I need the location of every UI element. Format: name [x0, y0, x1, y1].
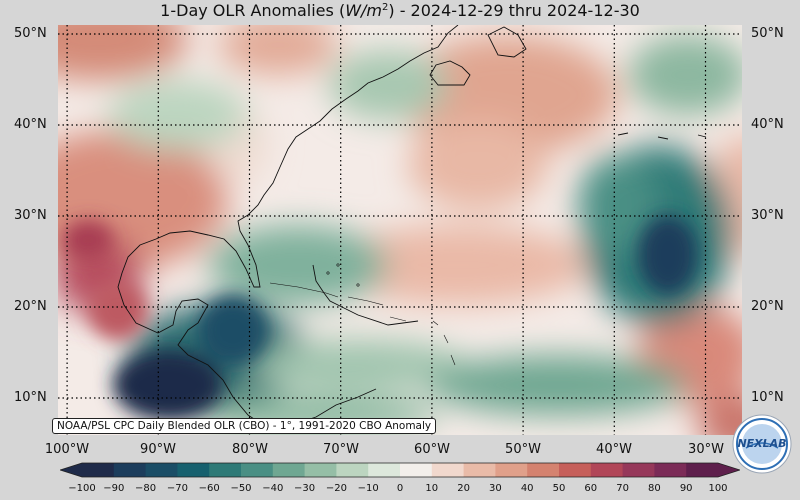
graticule	[58, 25, 742, 435]
colorbar-segment	[177, 463, 210, 477]
lat-label-left-20n: 20°N	[14, 299, 47, 314]
lon-label-90w: 90°W	[140, 442, 176, 457]
lat-label-right-20n: 20°N	[751, 299, 784, 314]
colorbar-segment	[304, 463, 337, 477]
colorbar-segment	[686, 463, 719, 477]
title-unit: W/m	[345, 1, 382, 20]
orbit-icon	[745, 442, 779, 449]
data-source-note: NOAA/PSL CPC Daily Blended OLR (CBO) - 1…	[52, 418, 437, 434]
colorbar-segment	[82, 463, 115, 477]
lat-label-left-10n: 10°N	[14, 390, 47, 405]
colorbar-tick-label: −10	[357, 483, 379, 494]
colorbar-tick-label: 100	[708, 483, 728, 494]
colorbar-segment	[431, 463, 465, 477]
colorbar-segment	[368, 463, 401, 477]
anomaly-cores	[63, 215, 698, 420]
lat-label-right-30n: 30°N	[751, 208, 784, 223]
colorbar-tick-label: 20	[457, 483, 470, 494]
colorbar-segment	[272, 463, 306, 477]
nexlab-logo: NEXLAB	[732, 414, 792, 474]
title-date-range: ) - 2024-12-29 thru 2024-12-30	[388, 1, 640, 20]
colorbar-segment	[209, 463, 242, 477]
lat-label-left-50n: 50°N	[14, 26, 47, 41]
colorbar-tick-label: 30	[489, 483, 502, 494]
colorbar-segment	[527, 463, 560, 477]
colorbar-segment	[336, 463, 369, 477]
lon-label-70w: 70°W	[323, 442, 359, 457]
map-canvas	[58, 25, 742, 435]
colorbar-tick-label: −50	[230, 483, 252, 494]
colorbar-tick-label: −40	[262, 483, 284, 494]
lat-label-left-30n: 30°N	[14, 208, 47, 223]
colorbar-outline	[60, 462, 740, 478]
islands	[269, 263, 456, 366]
colorbar-tick-label: 60	[584, 483, 598, 494]
lon-label-80w: 80°W	[232, 442, 268, 457]
map-title: 1-Day OLR Anomalies (W/m2) - 2024-12-29 …	[0, 1, 800, 20]
colorbar-tick-label: −70	[166, 483, 188, 494]
colorbar	[60, 462, 740, 478]
lon-label-60w: 60°W	[414, 442, 450, 457]
lat-label-left-40n: 40°N	[14, 117, 47, 132]
colorbar-min-arrow	[60, 463, 82, 477]
lat-label-right-50n: 50°N	[751, 26, 784, 41]
logo-text: NEXLAB	[737, 437, 786, 450]
olr-anomaly-map	[58, 25, 742, 435]
colorbar-segment	[559, 463, 592, 477]
colorbar-segment	[241, 463, 274, 477]
lon-label-50w: 50°W	[505, 442, 541, 457]
colorbar-segment	[463, 463, 496, 477]
title-unit-exponent: 2	[381, 2, 389, 13]
colorbar-segment	[400, 463, 433, 477]
colorbar-tick-label: −100	[68, 483, 96, 494]
colorbar-tick-label: 50	[552, 483, 566, 494]
colorbar-segment	[622, 463, 655, 477]
colorbar-segments	[82, 463, 719, 477]
colorbar-segment	[145, 463, 178, 477]
colorbar-tick-label: −60	[198, 483, 220, 494]
coastlines	[117, 25, 707, 431]
logo-inner-ring	[736, 418, 788, 470]
colorbar-tick-label: 80	[648, 483, 661, 494]
colorbar-tick-label: 90	[679, 483, 693, 494]
colorbar-max-arrow	[718, 463, 740, 477]
lat-label-right-10n: 10°N	[751, 390, 784, 405]
colorbar-tick-label: −20	[325, 483, 347, 494]
colorbar-tick-label: −30	[294, 483, 316, 494]
lat-label-right-40n: 40°N	[751, 117, 784, 132]
colorbar-tick-label: 0	[396, 483, 404, 494]
earth-icon	[742, 424, 782, 464]
colorbar-tick-label: −90	[103, 483, 125, 494]
lon-label-40w: 40°W	[596, 442, 632, 457]
colorbar-segment	[113, 463, 147, 477]
lon-label-30w: 30°W	[688, 442, 724, 457]
colorbar-segment	[654, 463, 687, 477]
colorbar-segment	[590, 463, 624, 477]
colorbar-tick-label: 10	[425, 483, 439, 494]
colorbar-tick-label: 40	[520, 483, 534, 494]
lon-label-100w: 100°W	[44, 442, 90, 457]
colorbar-segment	[495, 463, 528, 477]
colorbar-tick-label: 70	[616, 483, 629, 494]
title-prefix: 1-Day OLR Anomalies (	[160, 1, 346, 20]
colorbar-tick-label: −80	[135, 483, 157, 494]
